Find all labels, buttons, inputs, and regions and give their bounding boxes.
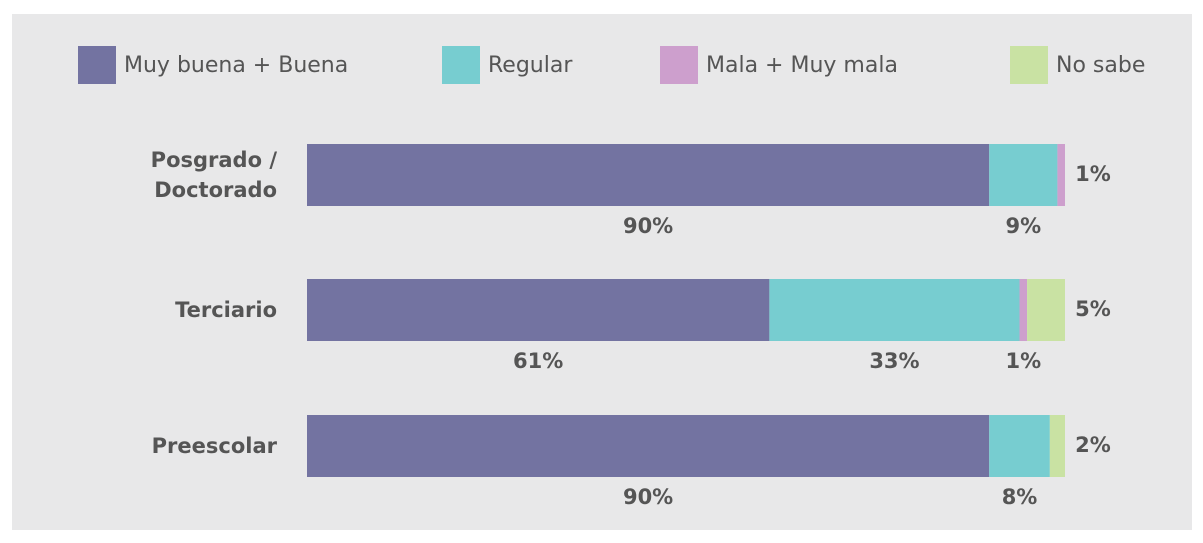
value-label: 90% — [623, 214, 673, 238]
bar-segment — [1057, 144, 1065, 206]
value-label: 8% — [1002, 485, 1038, 509]
bar-segment — [769, 279, 1020, 341]
legend-swatch — [78, 46, 116, 84]
category-label: Preescolar — [151, 434, 277, 458]
legend-swatch — [442, 46, 480, 84]
category-label: Posgrado / Doctorado — [150, 148, 277, 202]
legend-label: No sabe — [1056, 53, 1145, 78]
bar-segment — [1019, 279, 1028, 341]
legend-label: Mala + Muy mala — [706, 53, 898, 78]
bar-segment — [307, 279, 770, 341]
value-label: 33% — [869, 349, 919, 373]
bar-segment — [989, 415, 1050, 477]
bar-segment — [1049, 415, 1065, 477]
legend-label: Regular — [488, 53, 573, 78]
category-label: Terciario — [175, 298, 277, 322]
value-label: 90% — [623, 485, 673, 509]
value-label: 61% — [513, 349, 563, 373]
bar-segment — [1027, 279, 1065, 341]
value-label: 9% — [1005, 214, 1041, 238]
value-label: 1% — [1005, 349, 1041, 373]
value-label: 5% — [1075, 297, 1111, 321]
bar-segment — [989, 144, 1058, 206]
legend-swatch — [1010, 46, 1048, 84]
legend-swatch — [660, 46, 698, 84]
bar-segment — [307, 415, 990, 477]
value-label: 1% — [1075, 162, 1111, 186]
value-label: 2% — [1075, 433, 1111, 457]
legend-label: Muy buena + Buena — [124, 53, 348, 78]
bar-segment — [307, 144, 990, 206]
